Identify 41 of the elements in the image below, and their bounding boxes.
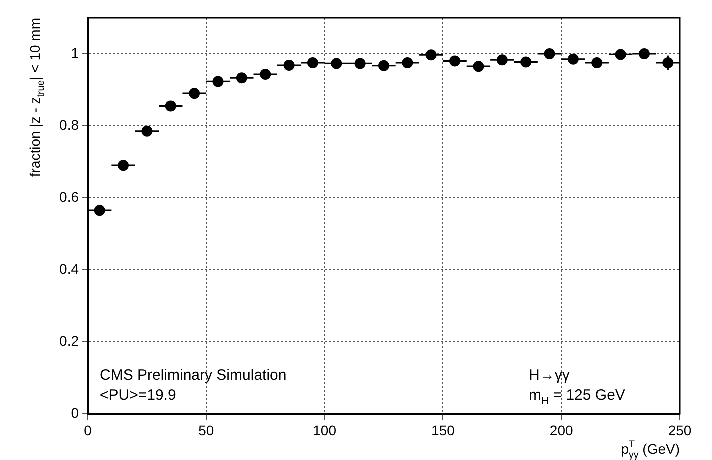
point [592,58,603,68]
y-tick-label: 0.4 [60,260,80,277]
point [307,58,318,68]
point [212,76,224,88]
point [426,50,437,61]
point [331,58,342,70]
x-tick-label: 250 [668,422,692,438]
point [544,48,556,60]
annotation: CMS Preliminary Simulation [100,367,287,384]
point [165,100,176,112]
point [615,49,626,60]
x-tick-label: 150 [432,422,456,438]
point [189,88,200,100]
x-tick-label: 200 [550,422,574,438]
annotation: H→γγ [529,367,570,384]
x-tick-label: 100 [313,422,337,438]
point [520,56,532,68]
point [450,56,461,67]
annotation: <PU>=19.9 [100,387,176,404]
y-tick-label: 0.6 [60,188,80,205]
point [473,61,484,72]
point [354,58,366,70]
point [638,48,650,60]
point [496,54,508,66]
y-axis-title: fraction |z - ztrue| < 10 mm [27,18,48,178]
x-tick-label: 0 [84,422,92,438]
point [142,126,153,137]
point [284,60,295,72]
y-tick-label: 0.2 [60,332,80,349]
y-tick-label: 1 [71,44,80,61]
point [662,58,674,68]
point [236,72,248,84]
point [118,160,130,172]
point [568,54,579,65]
point [378,60,390,72]
point [260,69,272,80]
x-tick-label: 50 [198,422,214,438]
point [94,205,106,216]
y-tick-label: 0 [71,404,80,421]
point [402,58,414,68]
y-tick-label: 0.8 [60,116,80,133]
